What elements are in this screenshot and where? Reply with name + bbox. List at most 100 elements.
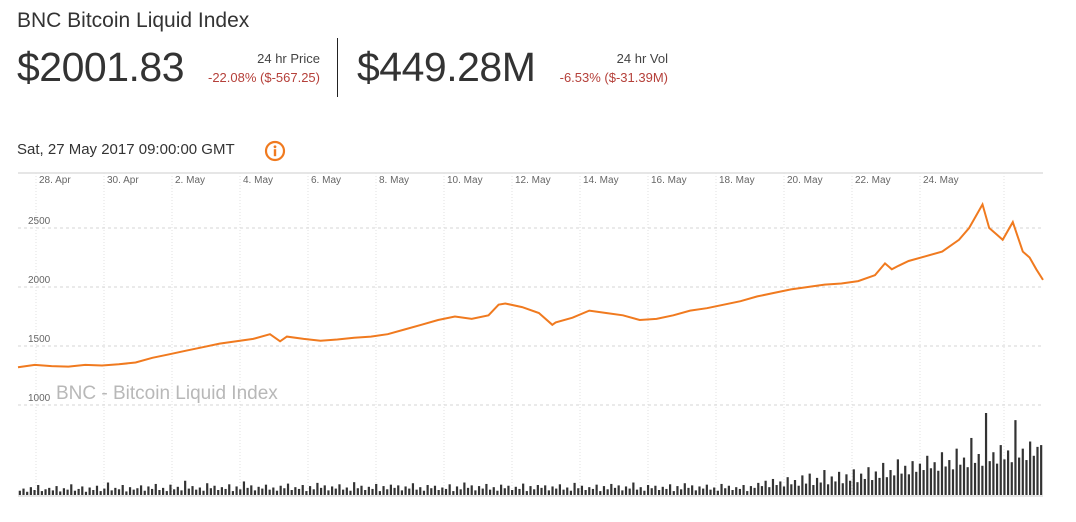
volume-bar (1007, 450, 1010, 495)
y-tick-label: 1500 (28, 334, 51, 345)
volume-bar (661, 486, 664, 495)
volume-bar (665, 488, 668, 495)
volume-bar (331, 486, 334, 495)
volume-bar (246, 487, 249, 495)
volume-bar (342, 489, 345, 495)
volume-bar (209, 488, 212, 495)
volume-bar (735, 487, 738, 495)
volume-bar (768, 487, 771, 495)
volume-bar (775, 485, 778, 495)
volume-bar (713, 487, 716, 495)
volume-bar (511, 490, 514, 495)
volume-bar (110, 490, 113, 495)
volume-bar (915, 471, 918, 495)
volume-bar (198, 487, 201, 495)
volume-bar (455, 486, 459, 495)
volume-bar (264, 484, 268, 495)
volume-bar (830, 476, 833, 495)
volume-bar (918, 463, 922, 495)
volume-bar (944, 466, 947, 495)
volume-bar (591, 488, 595, 495)
volume-label: 24 hr Vol (616, 51, 668, 66)
price-change: -22.08% ($-567.25) (207, 70, 320, 85)
volume-bar (217, 490, 220, 495)
volume-bar (525, 491, 528, 495)
volume-bar (720, 483, 723, 495)
volume-bar (422, 490, 426, 495)
timestamp: Sat, 27 May 2017 09:00:00 GMT (17, 141, 235, 158)
volume-bar (757, 482, 760, 495)
volume-bar (782, 486, 786, 495)
volume-bar (573, 482, 576, 495)
volume-bar (184, 480, 187, 495)
volume-bar (430, 488, 433, 495)
price-chart: 28. Apr 30. Apr 2. May 4. May 6. May 8. May 10… (17, 172, 1044, 497)
volume-bar (503, 488, 506, 495)
volume-bar (393, 487, 396, 495)
volume-bar (1003, 459, 1006, 495)
volume-bar (228, 484, 231, 495)
volume-bar (143, 490, 146, 495)
volume-bar (826, 484, 830, 495)
volume-bar (639, 487, 642, 495)
volume-bar (610, 483, 613, 495)
volume-bar (121, 485, 124, 495)
volume-bar (257, 486, 260, 495)
chart-grid (18, 172, 1043, 497)
volume-bar (529, 486, 532, 495)
x-tick-label: 16. May (651, 175, 687, 186)
volume-bar (672, 491, 675, 495)
volume-bars (18, 413, 1043, 495)
page-title: BNC Bitcoin Liquid Index (17, 9, 250, 32)
volume-bar (375, 483, 378, 495)
volume-bar (834, 481, 837, 495)
volume-bar (18, 490, 21, 495)
volume-bar (536, 485, 539, 495)
volume-bar (1025, 460, 1028, 495)
volume-bar (606, 489, 609, 495)
volume-bar (907, 474, 910, 495)
volume-bar (496, 490, 499, 495)
volume-bar (940, 452, 944, 495)
volume-bar (364, 490, 367, 495)
volume-bar (106, 482, 110, 495)
volume-bar (808, 473, 811, 495)
y-tick-label: 2000 (28, 275, 51, 286)
volume-bar (878, 477, 881, 495)
volume-bar (139, 485, 143, 495)
volume-bar (951, 469, 955, 495)
volume-bar (558, 484, 561, 495)
volume-bar (334, 488, 337, 495)
volume-bar (694, 490, 697, 495)
volume-bar (702, 488, 705, 495)
volume-bar (742, 485, 745, 495)
volume-bar (231, 491, 235, 495)
volume-bar (404, 486, 407, 495)
volume-bar (691, 485, 694, 495)
volume-bar (900, 473, 903, 495)
volume-bar (319, 487, 323, 495)
volume-bar (224, 488, 227, 495)
volume-bar (522, 483, 525, 495)
volume-bar (566, 487, 569, 495)
volume-bar (841, 483, 844, 495)
info-icon[interactable] (264, 140, 286, 162)
volume-bar (128, 487, 132, 495)
volume-bar (268, 489, 271, 495)
volume-bar (727, 485, 730, 495)
volume-bar (937, 470, 940, 495)
volume-bar (860, 473, 863, 495)
stat-divider (337, 38, 338, 97)
volume-bar (709, 489, 712, 495)
volume-bar (885, 477, 888, 495)
volume-bar (687, 487, 690, 495)
volume-bar (577, 488, 580, 495)
volume-bar (863, 478, 866, 495)
volume-bar (312, 489, 315, 495)
volume-bar (356, 488, 359, 495)
volume-bar (1018, 457, 1021, 495)
volume-bar (253, 490, 257, 495)
volume-bar (823, 470, 826, 495)
volume-bar (441, 487, 444, 495)
volume-bar (624, 486, 628, 495)
